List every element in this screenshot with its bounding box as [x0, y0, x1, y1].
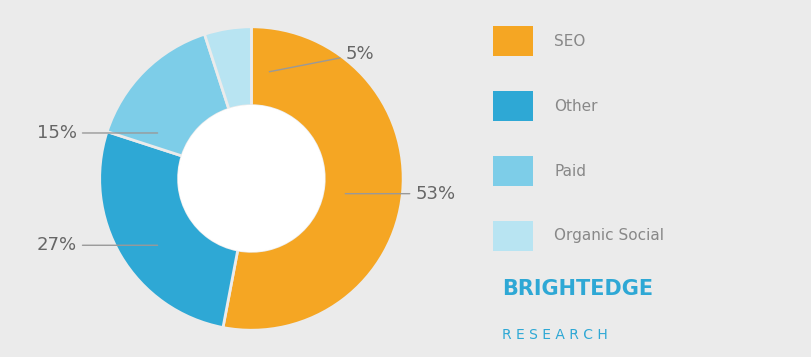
- FancyBboxPatch shape: [493, 26, 533, 56]
- Wedge shape: [204, 27, 251, 109]
- Circle shape: [178, 106, 324, 251]
- Text: R E S E A R C H: R E S E A R C H: [502, 328, 607, 342]
- Text: 15%: 15%: [37, 124, 157, 142]
- Text: 53%: 53%: [345, 185, 456, 203]
- Wedge shape: [100, 132, 238, 328]
- FancyBboxPatch shape: [493, 221, 533, 251]
- Text: Paid: Paid: [555, 164, 586, 178]
- Text: BRIGHTEDGE: BRIGHTEDGE: [502, 279, 653, 299]
- FancyBboxPatch shape: [493, 156, 533, 186]
- Wedge shape: [223, 27, 403, 330]
- FancyBboxPatch shape: [493, 91, 533, 121]
- Text: Organic Social: Organic Social: [555, 228, 664, 243]
- Text: SEO: SEO: [555, 34, 586, 49]
- Wedge shape: [107, 34, 229, 156]
- Text: 27%: 27%: [36, 236, 157, 254]
- Text: Other: Other: [555, 99, 598, 114]
- Text: 5%: 5%: [269, 45, 374, 72]
